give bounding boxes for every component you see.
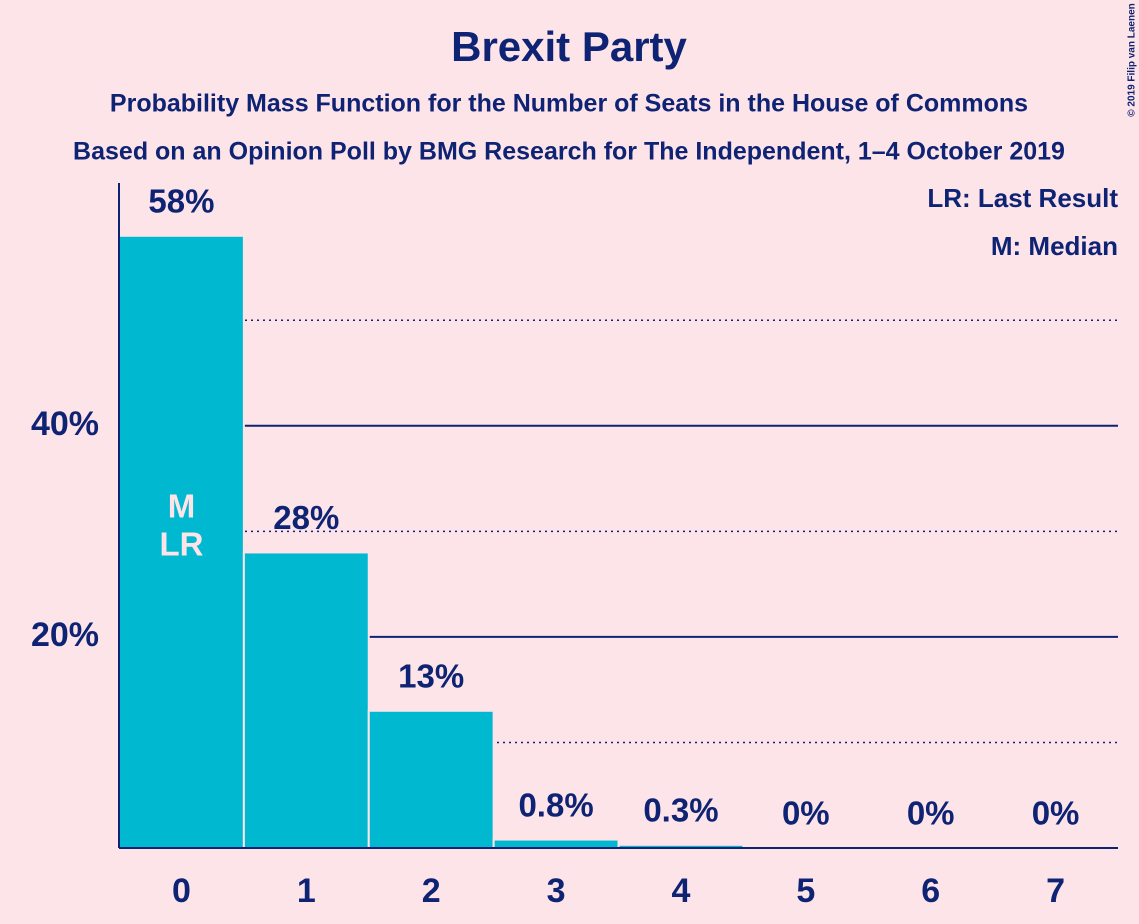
x-tick-label: 7 <box>1046 872 1065 910</box>
y-tick-label: 40% <box>31 405 99 443</box>
legend-entry: LR: Last Result <box>927 183 1118 213</box>
median-marker: M <box>168 488 196 525</box>
value-label: 0.3% <box>643 792 718 829</box>
chart-subtitle: Based on an Opinion Poll by BMG Research… <box>73 138 1065 166</box>
x-tick-label: 6 <box>921 872 940 910</box>
x-tick-label: 0 <box>172 872 191 910</box>
value-label: 0% <box>782 795 830 832</box>
value-label: 0.8% <box>518 786 593 823</box>
chart-title: Brexit Party <box>451 23 687 70</box>
x-tick-label: 3 <box>547 872 566 910</box>
bar <box>492 838 620 849</box>
value-label: 0% <box>907 795 955 832</box>
value-label: 58% <box>148 182 214 219</box>
bar <box>242 551 370 849</box>
legend-entry: M: Median <box>991 231 1118 261</box>
chart-subtitle: Probability Mass Function for the Number… <box>110 90 1028 118</box>
bar <box>367 709 495 849</box>
x-tick-label: 1 <box>297 872 316 910</box>
last-result-marker: LR <box>159 526 203 563</box>
copyright: © 2019 Filip van Laenen <box>1127 3 1138 117</box>
x-tick-label: 4 <box>671 872 690 910</box>
value-label: 0% <box>1032 795 1080 832</box>
x-tick-label: 5 <box>796 872 815 910</box>
y-tick-label: 20% <box>31 616 99 654</box>
value-label: 28% <box>273 499 339 536</box>
value-label: 13% <box>398 657 464 694</box>
x-tick-label: 2 <box>422 872 441 910</box>
